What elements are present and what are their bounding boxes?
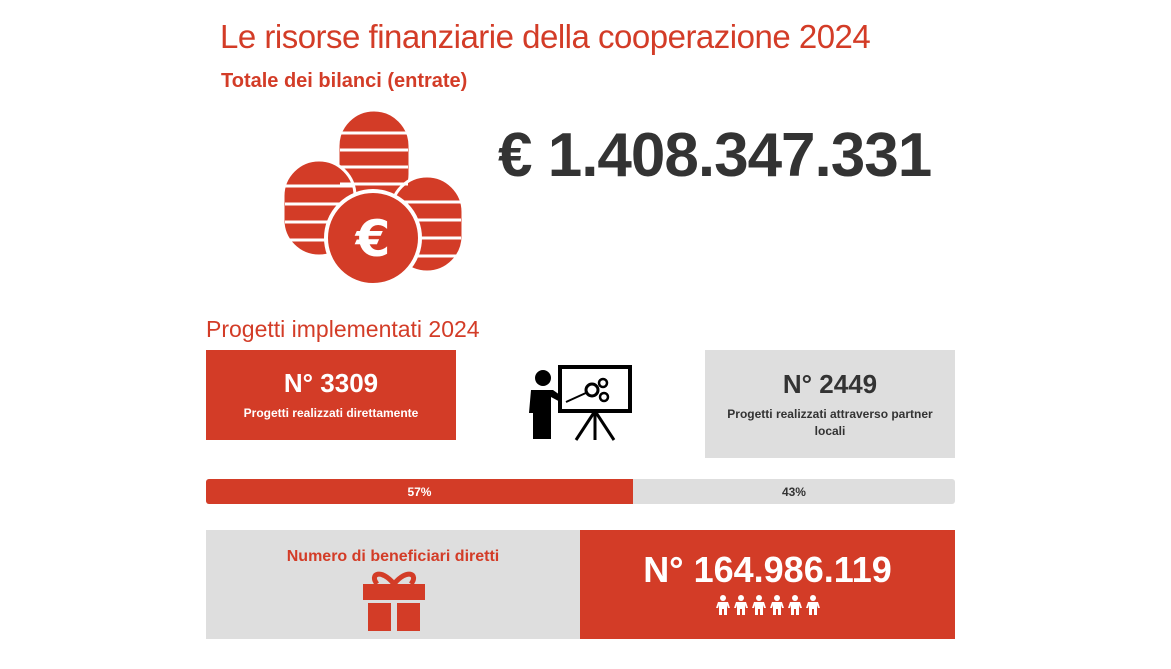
partner-percent-segment: 43% [781, 484, 806, 499]
projects-split-bar: 57% 43% [206, 479, 955, 504]
svg-text:€: € [355, 210, 391, 268]
person-icon [715, 595, 730, 615]
partner-count: N° 2449 [782, 368, 878, 399]
person-icon [805, 595, 820, 615]
beneficiaries-count: N° 164.986.119 [643, 549, 892, 590]
beneficiaries-label-card: Numero di beneficiari diretti [206, 530, 580, 639]
person-icon [787, 595, 802, 615]
page-title: Le risorse finanziarie della cooperazion… [220, 18, 871, 55]
person-icon [751, 595, 766, 615]
direct-count: N° 3309 [283, 368, 379, 398]
total-amount: € 1.408.347.331 [498, 121, 932, 190]
people-icon [714, 595, 822, 620]
direct-projects-card: N° 3309 Progetti realizzati direttamente [206, 350, 456, 440]
partner-projects-card: N° 2449 Progetti realizzati attraverso p… [705, 350, 955, 458]
person-icon [733, 595, 748, 615]
beneficiaries-label: Numero di beneficiari diretti [286, 548, 500, 565]
direct-percent-segment: 57% [206, 479, 633, 504]
presenter-icon [529, 365, 632, 441]
subtitle: Totale dei bilanci (entrate) [221, 70, 468, 92]
beneficiaries-count-card: N° 164.986.119 [580, 530, 955, 639]
gift-icon [363, 571, 425, 631]
person-icon [769, 595, 784, 615]
coins-euro-icon: € [283, 108, 465, 286]
section-title: Progetti implementati 2024 [206, 316, 480, 342]
partner-label: Progetti realizzati attraverso partner l… [727, 406, 933, 438]
direct-label: Progetti realizzati direttamente [243, 406, 419, 420]
